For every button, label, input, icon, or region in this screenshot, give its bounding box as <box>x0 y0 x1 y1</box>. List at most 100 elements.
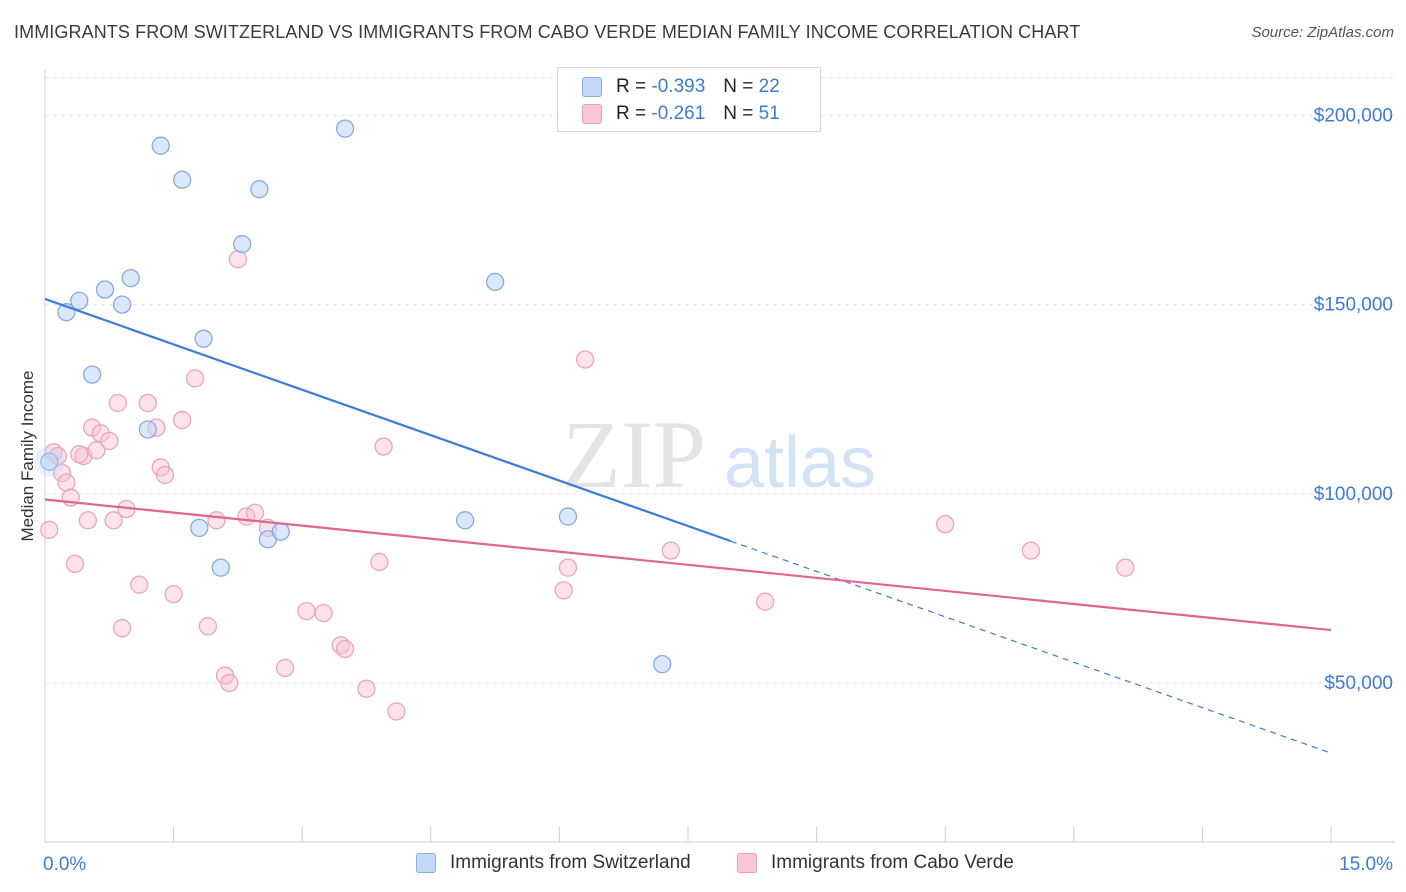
swatch-caboverde <box>737 853 757 873</box>
point-caboverde <box>155 465 175 485</box>
trend-caboverde <box>44 498 1332 632</box>
point-switzerland <box>271 522 290 541</box>
point-switzerland <box>455 511 475 530</box>
swatch-switzerland <box>582 77 602 97</box>
point-switzerland <box>138 420 158 439</box>
trend-switzerland-extrapolated <box>730 540 1332 754</box>
grid-lines <box>45 77 1395 684</box>
point-caboverde <box>275 658 295 678</box>
point-switzerland <box>194 329 213 348</box>
watermark-zip: ZIP <box>562 401 706 508</box>
legend-row-caboverde: R = -0.261 N = 51 <box>582 102 780 126</box>
point-caboverde <box>78 511 98 530</box>
point-caboverde <box>173 410 192 430</box>
point-switzerland <box>233 234 252 254</box>
point-caboverde <box>104 511 123 530</box>
point-caboverde <box>65 554 85 574</box>
x-tick-label: 0.0% <box>43 854 86 875</box>
r-value: -0.393 <box>651 76 706 97</box>
point-caboverde <box>661 541 681 560</box>
point-caboverde <box>335 639 355 659</box>
point-switzerland <box>211 558 230 577</box>
point-switzerland <box>485 272 505 292</box>
point-caboverde <box>558 558 578 577</box>
trend-switzerland <box>44 297 732 543</box>
r-label: R = <box>616 103 647 124</box>
point-caboverde <box>374 437 393 456</box>
point-caboverde <box>220 673 239 693</box>
point-caboverde <box>1021 541 1041 560</box>
point-switzerland <box>121 268 140 288</box>
point-switzerland <box>83 365 102 384</box>
source-label: Source: ZipAtlas.com <box>1251 24 1394 41</box>
chart-title: IMMIGRANTS FROM SWITZERLAND VS IMMIGRANT… <box>14 22 1081 42</box>
r-label: R = <box>616 76 647 97</box>
series-legend: Immigrants from Switzerland Immigrants f… <box>0 852 1406 876</box>
swatch-caboverde <box>582 104 602 124</box>
legend-label-caboverde: Immigrants from Cabo Verde <box>771 852 1014 873</box>
swatch-switzerland <box>416 853 436 873</box>
point-caboverde <box>164 584 183 604</box>
point-caboverde <box>40 520 59 539</box>
y-tick-label: $200,000 <box>1314 105 1393 126</box>
point-switzerland <box>653 654 672 674</box>
point-switzerland <box>40 452 59 471</box>
point-caboverde <box>245 503 265 522</box>
point-caboverde <box>57 473 76 492</box>
point-switzerland-large <box>34 446 65 477</box>
point-caboverde <box>756 592 775 611</box>
point-switzerland <box>250 180 269 199</box>
point-caboverde <box>52 463 72 483</box>
trend-lines <box>44 297 1332 754</box>
point-caboverde <box>554 581 573 600</box>
n-label: N = <box>723 76 754 97</box>
point-switzerland <box>113 295 132 314</box>
point-caboverde <box>357 679 376 698</box>
point-caboverde <box>198 617 218 636</box>
y-tick-label: $50,000 <box>1324 673 1393 694</box>
axes <box>44 70 1395 843</box>
y-tick-label: $100,000 <box>1314 484 1393 505</box>
point-caboverde <box>138 393 158 413</box>
point-switzerland <box>558 507 578 526</box>
correlation-legend: R = -0.393 N = 22 R = -0.261 N = 51 <box>557 67 821 132</box>
y-axis-label: Median Family Income <box>18 370 37 541</box>
point-switzerland <box>70 291 89 310</box>
point-caboverde <box>297 602 316 621</box>
point-caboverde <box>314 603 333 623</box>
point-switzerland <box>151 136 170 155</box>
point-switzerland <box>95 280 115 299</box>
point-caboverde <box>70 444 89 464</box>
point-caboverde <box>130 575 149 594</box>
point-caboverde <box>100 431 119 451</box>
point-switzerland <box>190 518 209 538</box>
legend-label-switzerland: Immigrants from Switzerland <box>450 852 691 873</box>
point-switzerland <box>335 119 355 138</box>
n-label: N = <box>723 103 754 124</box>
point-caboverde <box>1116 558 1135 577</box>
point-caboverde <box>370 552 389 572</box>
n-value: 22 <box>758 76 780 97</box>
point-caboverde <box>207 511 226 530</box>
point-switzerland <box>173 170 192 189</box>
point-caboverde <box>113 619 132 638</box>
watermark: ZIP atlas <box>562 401 876 508</box>
legend-item-switzerland: Immigrants from Switzerland <box>416 852 691 874</box>
x-tick-label: 15.0% <box>1339 854 1393 875</box>
n-value: 51 <box>758 103 780 124</box>
y-tick-label: $150,000 <box>1314 295 1393 316</box>
point-caboverde <box>87 441 106 460</box>
point-caboverde <box>228 250 248 269</box>
point-caboverde <box>575 350 595 369</box>
point-caboverde <box>185 369 205 388</box>
point-caboverde <box>387 702 406 721</box>
legend-item-caboverde: Immigrants from Cabo Verde <box>737 852 1014 874</box>
point-caboverde <box>108 393 128 413</box>
series-switzerland-points <box>34 119 672 674</box>
series-caboverde-points <box>40 250 1135 721</box>
legend-row-switzerland: R = -0.393 N = 22 <box>582 75 780 99</box>
point-caboverde <box>936 514 955 534</box>
tick-labels: $50,000 $100,000 $150,000 $200,000 0.0% 15.0% <box>43 105 1393 875</box>
watermark-atlas: atlas <box>724 423 876 503</box>
